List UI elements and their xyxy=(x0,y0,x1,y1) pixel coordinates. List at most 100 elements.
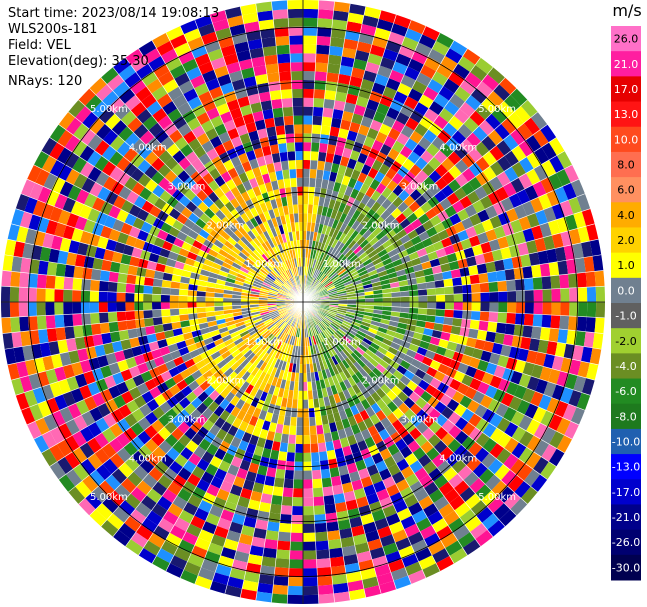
velocity-bin xyxy=(362,242,373,252)
velocity-bin xyxy=(391,296,401,302)
velocity-bin xyxy=(546,190,561,207)
velocity-bin xyxy=(308,195,315,205)
velocity-bin xyxy=(350,352,360,362)
velocity-bin xyxy=(144,438,159,453)
velocity-bin xyxy=(586,223,599,242)
velocity-bin xyxy=(54,276,65,290)
velocity-bin xyxy=(231,78,246,91)
velocity-bin xyxy=(272,486,284,497)
velocity-bin xyxy=(190,515,206,530)
velocity-bin xyxy=(261,447,272,459)
velocity-bin xyxy=(360,513,375,526)
velocity-bin xyxy=(379,342,391,351)
velocity-bin xyxy=(427,78,444,94)
velocity-bin xyxy=(197,317,208,325)
velocity-bin xyxy=(330,475,342,487)
velocity-bin xyxy=(128,226,141,239)
velocity-bin xyxy=(422,86,439,101)
velocity-bin xyxy=(346,396,356,408)
velocity-bin xyxy=(102,458,119,475)
velocity-bin xyxy=(41,431,57,449)
velocity-bin xyxy=(511,145,527,162)
velocity-bin xyxy=(384,350,396,361)
velocity-bin xyxy=(373,480,387,493)
velocity-bin xyxy=(457,531,476,548)
velocity-bin xyxy=(87,421,102,438)
velocity-bin xyxy=(62,225,75,240)
velocity-bin xyxy=(198,499,213,513)
velocity-bin xyxy=(374,73,389,87)
velocity-bin xyxy=(548,172,563,190)
range-ring-label: 2.00km xyxy=(206,376,244,387)
velocity-bin xyxy=(316,44,330,55)
velocity-bin xyxy=(376,18,394,32)
velocity-bin xyxy=(340,536,355,548)
velocity-bin xyxy=(351,373,361,384)
velocity-bin xyxy=(461,436,476,451)
velocity-bin xyxy=(250,311,261,316)
velocity-bin xyxy=(134,293,144,302)
velocity-bin xyxy=(514,359,527,374)
velocity-bin xyxy=(278,522,292,533)
velocity-bin xyxy=(298,222,303,232)
range-ring-label: 2.00km xyxy=(362,220,400,231)
velocity-bin xyxy=(581,208,595,227)
velocity-bin xyxy=(220,509,235,522)
velocity-bin xyxy=(260,493,273,504)
ray-separator xyxy=(302,301,468,556)
velocity-bin xyxy=(261,266,270,275)
velocity-bin xyxy=(370,391,382,403)
velocity-bin xyxy=(73,414,88,431)
velocity-bin xyxy=(290,177,297,188)
velocity-bin xyxy=(51,410,66,428)
velocity-bin xyxy=(311,326,316,336)
velocity-bin xyxy=(518,140,534,157)
velocity-bin xyxy=(487,190,501,206)
velocity-bin xyxy=(291,88,303,98)
velocity-bin xyxy=(245,394,255,405)
colorbar-tick-label: 26.0 xyxy=(614,33,639,46)
velocity-bin xyxy=(315,313,323,321)
velocity-bin xyxy=(493,225,506,239)
velocity-bin xyxy=(282,169,290,180)
velocity-bin xyxy=(459,395,473,409)
velocity-bin xyxy=(158,440,173,454)
ray-separator xyxy=(100,77,304,303)
velocity-bin xyxy=(229,484,243,497)
velocity-bin xyxy=(27,421,42,440)
velocity-bin xyxy=(357,124,370,137)
velocity-bin xyxy=(235,215,246,227)
velocity-bin xyxy=(592,332,604,350)
velocity-bin xyxy=(186,473,201,487)
velocity-bin xyxy=(338,128,349,139)
velocity-bin xyxy=(92,333,104,347)
velocity-bin xyxy=(576,392,591,411)
velocity-bin xyxy=(109,422,124,438)
velocity-bin xyxy=(381,394,393,406)
ray-separator xyxy=(255,301,304,601)
velocity-bin xyxy=(187,307,197,315)
velocity-bin xyxy=(255,322,265,329)
velocity-bin xyxy=(318,252,325,262)
velocity-bin xyxy=(233,352,244,362)
velocity-bin xyxy=(92,197,106,212)
velocity-bin xyxy=(473,222,486,236)
velocity-bin xyxy=(524,403,539,419)
velocity-bin xyxy=(243,232,253,243)
velocity-bin xyxy=(478,468,495,485)
velocity-bin xyxy=(349,254,359,263)
velocity-bin xyxy=(339,381,348,392)
velocity-bin xyxy=(440,532,458,549)
velocity-bin xyxy=(549,155,565,173)
ray-separator xyxy=(7,301,304,366)
velocity-bin xyxy=(475,57,494,75)
velocity-bin xyxy=(223,305,233,311)
velocity-bin xyxy=(227,222,238,233)
velocity-bin xyxy=(92,392,106,407)
velocity-bin xyxy=(162,100,178,116)
velocity-bin xyxy=(235,276,245,283)
velocity-bin xyxy=(399,218,411,229)
velocity-bin xyxy=(207,191,220,203)
velocity-bin xyxy=(457,229,469,242)
velocity-bin xyxy=(152,294,162,302)
